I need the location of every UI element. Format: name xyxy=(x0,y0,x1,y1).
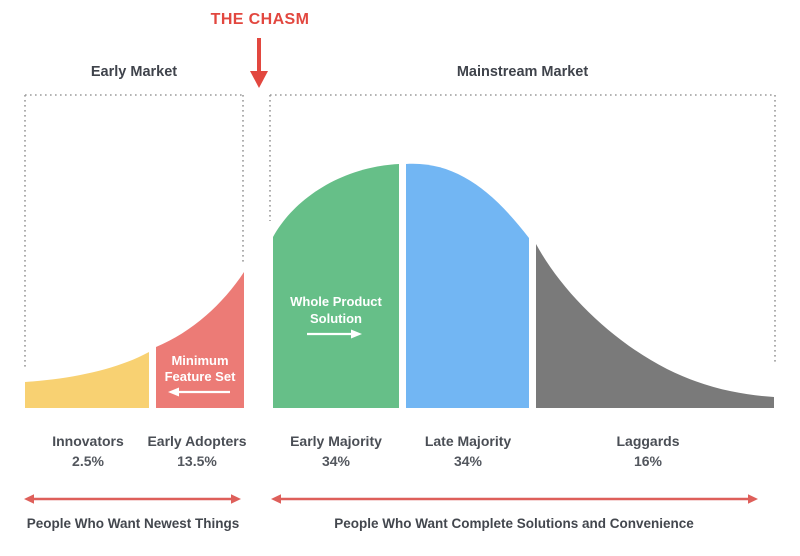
early-market-label: Early Market xyxy=(90,64,178,80)
early-majority-pct: 34% xyxy=(321,453,351,469)
innovators-pct: 2.5% xyxy=(72,453,104,469)
laggards-name: Laggards xyxy=(616,433,680,449)
chasm-title: THE CHASM xyxy=(210,11,310,28)
innovators-area xyxy=(25,352,149,408)
late-majority-caption: Late Majority 34% xyxy=(408,433,528,469)
chasm-arrow-icon xyxy=(250,38,268,88)
early-span-left-arrowhead xyxy=(24,494,34,504)
mainstream-market-box xyxy=(269,94,776,365)
early-adopters-pct: 13.5% xyxy=(177,453,217,469)
minimum-feature-line2: Feature Set xyxy=(164,369,236,384)
early-market-span-arrow xyxy=(24,494,241,504)
chasm-arrowhead xyxy=(250,71,268,88)
whole-product-line1: Whole Product xyxy=(290,294,382,309)
laggards-caption: Laggards 16% xyxy=(588,433,708,469)
mainstream-span-left-arrowhead xyxy=(271,494,281,504)
mainstream-span-right-arrowhead xyxy=(748,494,758,504)
early-majority-name: Early Majority xyxy=(290,433,382,449)
early-adopters-area xyxy=(156,272,244,408)
whole-product-arrowhead xyxy=(351,329,362,339)
early-adopters-caption: Early Adopters 13.5% xyxy=(137,433,257,469)
minimum-feature-arrow-icon xyxy=(168,387,230,397)
mainstream-market-footer-caption: People Who Want Complete Solutions and C… xyxy=(334,516,694,531)
whole-product-line2: Solution xyxy=(310,311,362,326)
late-majority-name: Late Majority xyxy=(424,433,512,449)
mainstream-span-arrow xyxy=(271,494,758,504)
early-adopters-name: Early Adopters xyxy=(147,433,247,449)
minimum-feature-line1: Minimum xyxy=(171,353,229,368)
laggards-area xyxy=(536,244,774,408)
whole-product-arrow-icon xyxy=(307,329,362,339)
late-majority-pct: 34% xyxy=(453,453,483,469)
innovators-caption: Innovators 2.5% xyxy=(28,433,148,469)
minimum-feature-arrowhead xyxy=(168,387,179,397)
minimum-feature-set-note: Minimum Feature Set xyxy=(156,353,244,385)
early-market-footer-caption: People Who Want Newest Things xyxy=(26,516,240,531)
innovators-name: Innovators xyxy=(52,433,124,449)
early-majority-caption: Early Majority 34% xyxy=(276,433,396,469)
whole-product-solution-note: Whole Product Solution xyxy=(273,293,399,327)
mainstream-market-label: Mainstream Market xyxy=(456,64,589,80)
laggards-pct: 16% xyxy=(633,453,663,469)
late-majority-area xyxy=(406,163,529,408)
early-market-box xyxy=(24,94,244,368)
early-majority-area xyxy=(273,164,399,408)
early-span-right-arrowhead xyxy=(231,494,241,504)
